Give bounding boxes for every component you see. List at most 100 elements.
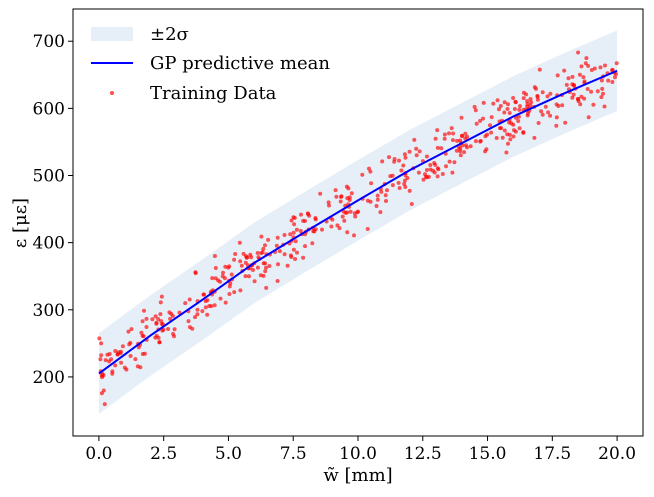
training-data-point bbox=[548, 113, 553, 118]
training-data-point bbox=[136, 345, 141, 350]
training-data-point bbox=[478, 139, 483, 144]
training-data-point bbox=[517, 107, 522, 112]
training-data-point bbox=[535, 93, 540, 98]
legend-band-swatch bbox=[91, 27, 133, 41]
training-data-point bbox=[506, 102, 510, 107]
training-data-point bbox=[459, 115, 464, 120]
training-data-point bbox=[264, 285, 269, 290]
training-data-point bbox=[582, 96, 587, 101]
training-data-point bbox=[295, 250, 299, 255]
training-data-point bbox=[401, 163, 406, 168]
training-data-point bbox=[548, 91, 553, 96]
training-data-point bbox=[384, 199, 388, 203]
training-data-point bbox=[534, 86, 538, 91]
training-data-point bbox=[500, 135, 505, 140]
training-data-point bbox=[275, 235, 280, 240]
legend: ±2σ GP predictive mean Training Data bbox=[91, 24, 330, 104]
training-data-point bbox=[118, 349, 123, 354]
training-data-point bbox=[249, 255, 254, 260]
training-data-point bbox=[103, 358, 108, 363]
training-data-point bbox=[405, 176, 410, 180]
training-data-point bbox=[183, 301, 188, 306]
training-data-point bbox=[227, 284, 232, 289]
training-data-point bbox=[293, 239, 298, 244]
training-data-point bbox=[488, 123, 492, 128]
training-data-point bbox=[591, 102, 596, 107]
training-data-point bbox=[435, 174, 440, 179]
training-data-point bbox=[452, 160, 457, 165]
training-data-point bbox=[407, 188, 412, 193]
x-axis-label: w̃ [mm] bbox=[323, 465, 392, 486]
training-data-point bbox=[458, 153, 463, 158]
x-tick-label: 20.0 bbox=[598, 444, 636, 464]
training-data-point bbox=[160, 328, 165, 333]
training-data-point bbox=[458, 149, 463, 154]
training-data-point bbox=[255, 251, 260, 255]
training-data-point bbox=[375, 193, 380, 198]
training-data-point bbox=[220, 274, 225, 279]
training-data-point bbox=[570, 95, 575, 100]
y-tick-label: 400 bbox=[33, 234, 65, 254]
training-data-point bbox=[579, 64, 584, 69]
training-data-point bbox=[369, 181, 374, 186]
training-data-point bbox=[543, 104, 548, 109]
training-data-point bbox=[258, 273, 263, 278]
training-data-point bbox=[97, 336, 102, 341]
training-data-point bbox=[435, 145, 440, 150]
training-data-point bbox=[232, 257, 237, 262]
training-data-point bbox=[365, 198, 370, 203]
y-tick-label: 500 bbox=[33, 167, 65, 187]
training-data-point bbox=[261, 261, 266, 266]
training-data-point bbox=[399, 168, 404, 173]
training-data-point bbox=[481, 100, 486, 105]
training-data-point bbox=[512, 128, 516, 133]
training-data-point bbox=[571, 92, 576, 97]
training-data-point bbox=[212, 254, 217, 258]
training-data-point bbox=[144, 316, 149, 321]
training-data-point bbox=[603, 63, 607, 68]
training-data-point bbox=[512, 107, 517, 111]
training-data-point bbox=[599, 95, 604, 100]
training-data-point bbox=[233, 252, 238, 256]
training-data-point bbox=[223, 300, 228, 305]
training-data-point bbox=[556, 104, 561, 108]
training-data-point bbox=[299, 212, 303, 217]
training-data-point bbox=[133, 357, 138, 362]
training-data-point bbox=[383, 193, 388, 198]
training-data-point bbox=[455, 138, 459, 143]
training-data-point bbox=[291, 230, 296, 235]
training-data-point bbox=[423, 172, 427, 177]
training-data-point bbox=[347, 195, 352, 200]
training-data-point bbox=[555, 73, 560, 78]
training-data-point bbox=[259, 251, 264, 256]
training-data-point bbox=[166, 327, 171, 331]
training-data-point bbox=[285, 263, 290, 268]
training-data-point bbox=[263, 243, 267, 248]
training-data-point bbox=[598, 65, 603, 70]
training-data-point bbox=[499, 126, 504, 131]
training-data-point bbox=[474, 121, 479, 126]
training-data-point bbox=[539, 109, 544, 114]
legend-mean-label: GP predictive mean bbox=[150, 53, 330, 74]
training-data-point bbox=[460, 133, 465, 138]
training-data-point bbox=[356, 209, 361, 214]
confidence-band bbox=[98, 30, 618, 414]
training-data-point bbox=[291, 247, 296, 252]
training-data-point bbox=[388, 174, 393, 179]
training-data-point bbox=[122, 365, 127, 370]
training-data-point bbox=[216, 278, 220, 283]
x-tick-label: 2.5 bbox=[150, 444, 177, 464]
training-data-point bbox=[301, 218, 306, 223]
training-data-point bbox=[416, 170, 421, 175]
training-data-point bbox=[435, 128, 440, 133]
training-data-point bbox=[576, 99, 581, 104]
training-data-point bbox=[502, 128, 507, 133]
y-axis-label: ε [με] bbox=[10, 198, 31, 248]
training-data-point bbox=[238, 259, 243, 264]
training-data-point bbox=[294, 227, 299, 232]
training-data-point bbox=[289, 218, 294, 223]
training-data-point bbox=[529, 100, 534, 105]
training-data-point bbox=[352, 233, 356, 238]
training-data-point bbox=[473, 139, 478, 144]
training-data-point bbox=[227, 264, 232, 269]
